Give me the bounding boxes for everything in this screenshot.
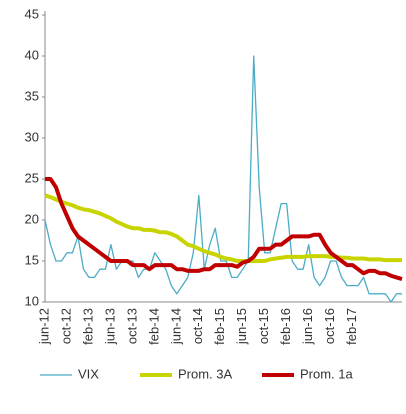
y-tick-label: 40 — [25, 47, 39, 62]
x-tick-label: oct-12 — [58, 308, 73, 344]
x-tick-label: oct-13 — [124, 308, 139, 344]
x-tick-label: jun-15 — [234, 308, 249, 345]
x-tick-label: jun-16 — [300, 308, 315, 345]
x-tick-label: feb-15 — [212, 308, 227, 345]
x-tick-label: oct-14 — [190, 308, 205, 344]
legend-label: Prom. 3A — [178, 366, 233, 381]
x-tick-label: feb-14 — [146, 308, 161, 345]
x-tick-label: oct-15 — [256, 308, 271, 344]
legend-label: VIX — [78, 366, 99, 381]
y-tick-label: 20 — [25, 211, 39, 226]
x-tick-label: jun-14 — [168, 308, 183, 345]
series-line — [44, 193, 402, 263]
y-tick-label: 45 — [25, 6, 39, 21]
y-tick-label: 35 — [25, 88, 39, 103]
x-tick-label: oct-16 — [322, 308, 337, 344]
y-tick-label: 10 — [25, 293, 39, 308]
y-tick-label: 15 — [25, 252, 39, 267]
legend-label: Prom. 1a — [300, 366, 354, 381]
x-tick-label: feb-13 — [80, 308, 95, 345]
x-tick-label: jun-12 — [36, 308, 51, 345]
series-line — [45, 177, 403, 281]
y-tick-label: 25 — [25, 170, 39, 185]
x-tick-label: jun-13 — [102, 308, 117, 345]
series-line — [44, 55, 402, 303]
y-tick-label: 30 — [25, 129, 39, 144]
x-tick-label: feb-17 — [344, 308, 359, 345]
x-tick-label: feb-16 — [278, 308, 293, 345]
